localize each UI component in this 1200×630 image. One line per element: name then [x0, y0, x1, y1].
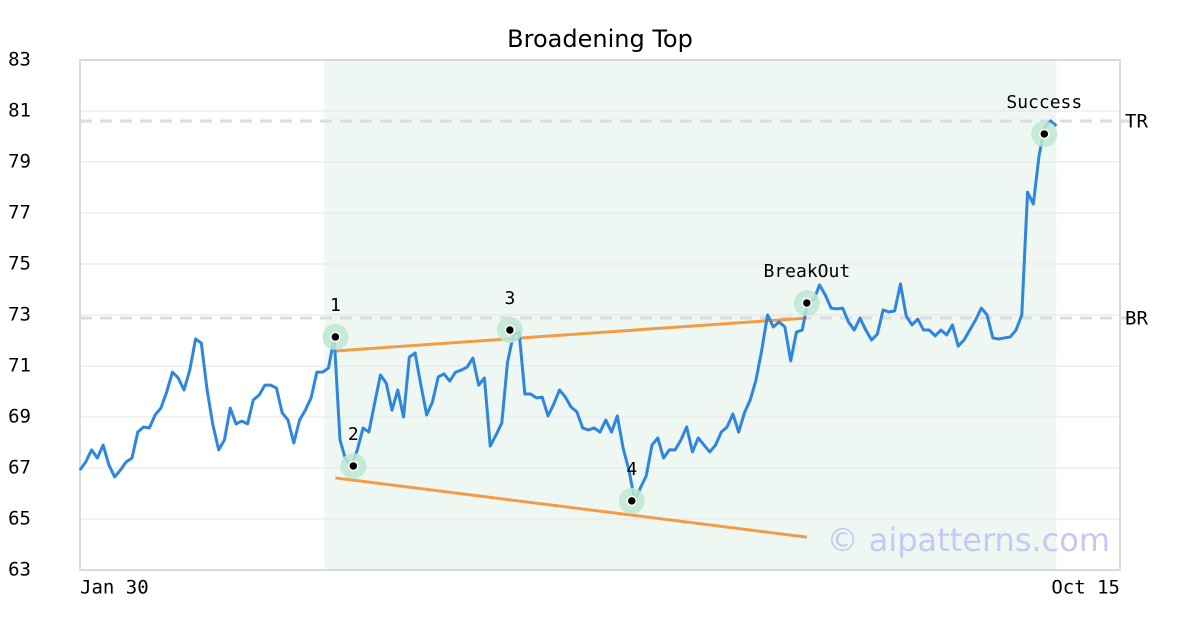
trend-line [335, 476, 808, 539]
y-tick-label: 73 [8, 304, 31, 326]
y-tick-label: 83 [8, 49, 31, 71]
pivot-dot [330, 331, 341, 343]
pivot-dot [1039, 128, 1050, 140]
pivot-dot [626, 495, 638, 507]
level-label: TR [1125, 110, 1148, 132]
y-tick-label: 75 [8, 253, 31, 275]
y-tick-label: 69 [8, 406, 31, 428]
pivot-label: 4 [626, 459, 637, 480]
pivot-dot [801, 297, 813, 309]
pivot-label: 3 [504, 288, 515, 309]
pivot-label: 2 [348, 424, 359, 445]
trend-line [335, 316, 807, 353]
chart-title: Broadening Top [507, 25, 693, 53]
y-tick-label: 79 [8, 151, 31, 173]
x-tick-label: Oct 15 [1051, 577, 1120, 599]
y-tick-label: 65 [8, 508, 31, 530]
y-tick-label: 71 [8, 355, 31, 377]
watermark: © aipatterns.com [827, 521, 1110, 559]
y-tick-label: 67 [8, 457, 31, 479]
pivot-label: 1 [330, 295, 341, 316]
pivot-dot [348, 460, 359, 472]
pivot-label: Success [1006, 92, 1082, 113]
price-line [78, 119, 1058, 502]
y-tick-label: 77 [8, 202, 31, 224]
plot-frame [79, 59, 1121, 571]
y-tick-label: 81 [8, 100, 31, 122]
pivot-label: BreakOut [763, 261, 850, 282]
pivot-dot [504, 324, 516, 336]
x-tick-label: Jan 30 [80, 577, 149, 599]
y-tick-label: 63 [8, 559, 31, 581]
level-label: BR [1125, 308, 1148, 330]
